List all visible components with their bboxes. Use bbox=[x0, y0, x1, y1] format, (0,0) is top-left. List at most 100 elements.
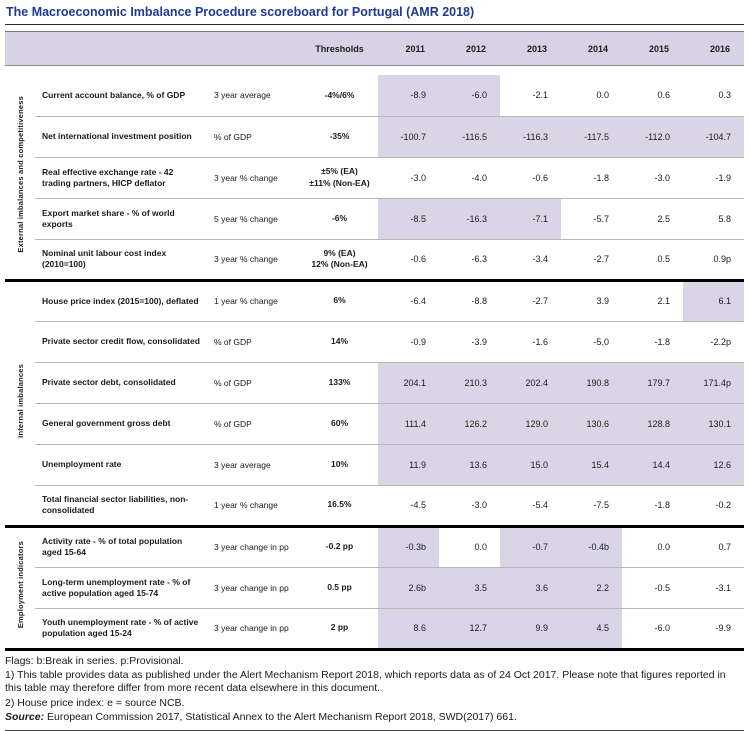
table-row: Internal imbalances House price index (20… bbox=[5, 278, 744, 526]
value-2013: -1.6 bbox=[500, 320, 561, 362]
page-title: The Macroeconomic Imbalance Procedure sc… bbox=[5, 3, 744, 25]
value-2011: 204.1 bbox=[378, 361, 439, 403]
indicator-threshold: -35% bbox=[301, 115, 378, 157]
indicator-unit: 3 year average bbox=[206, 443, 301, 485]
indicator-threshold: 10% bbox=[301, 443, 378, 485]
value-2012: -8.8 bbox=[439, 278, 500, 321]
indicator-name: Total financial sector liabilities, non-… bbox=[35, 484, 206, 526]
value-2014: -2.7 bbox=[561, 238, 622, 280]
value-2015: 14.4 bbox=[622, 443, 683, 485]
indicator-threshold: -6% bbox=[301, 197, 378, 239]
header-row: Thresholds 2011 2012 2013 2014 2015 2016 bbox=[5, 31, 744, 66]
value-2016: -3.1 bbox=[683, 566, 744, 608]
indicator-name: Nominal unit labour cost index (2010=100… bbox=[35, 238, 206, 280]
table-row: Nominal unit labour cost index (2010=100… bbox=[5, 238, 744, 280]
column-header-year-2013: 2013 bbox=[500, 31, 561, 66]
indicator-threshold: 16.5% bbox=[301, 484, 378, 526]
table-row: Export market share - % of world exports… bbox=[5, 197, 744, 239]
header-empty-group bbox=[5, 31, 35, 66]
indicator-unit: % of GDP bbox=[206, 115, 301, 157]
footnotes: Flags: b:Break in series. p:Provisional.… bbox=[5, 655, 744, 731]
table-row: Real effective exchange rate - 42 tradin… bbox=[5, 156, 744, 198]
indicator-unit: 1 year % change bbox=[206, 278, 301, 321]
value-2011: -4.5 bbox=[378, 484, 439, 526]
value-2015: -6.0 bbox=[622, 607, 683, 649]
value-2015: 2.1 bbox=[622, 278, 683, 321]
value-2012: -4.0 bbox=[439, 156, 500, 198]
value-2016: -2.2p bbox=[683, 320, 744, 362]
value-2014: 15.4 bbox=[561, 443, 622, 485]
source-note: Source: European Commission 2017, Statis… bbox=[5, 711, 744, 724]
value-2012: -6.3 bbox=[439, 238, 500, 280]
table-row: External imbalances and competitiveness C… bbox=[5, 75, 744, 280]
value-2012: -3.0 bbox=[439, 484, 500, 526]
indicator-name: Export market share - % of world exports bbox=[35, 197, 206, 239]
indicator-threshold: 133% bbox=[301, 361, 378, 403]
indicator-unit: 3 year change in pp bbox=[206, 524, 301, 567]
indicator-threshold: 9% (EA) 12% (Non-EA) bbox=[301, 238, 378, 280]
header-gap-row bbox=[5, 65, 744, 75]
source-text: European Commission 2017, Statistical An… bbox=[44, 711, 517, 724]
value-2013: -3.4 bbox=[500, 238, 561, 280]
value-2012: -6.0 bbox=[439, 75, 500, 116]
indicator-unit: 3 year change in pp bbox=[206, 566, 301, 608]
indicator-unit: % of GDP bbox=[206, 402, 301, 444]
value-2015: 0.0 bbox=[622, 524, 683, 567]
value-2011: -8.5 bbox=[378, 197, 439, 239]
header-empty-unit bbox=[206, 31, 301, 66]
group-label-cell: Employment indicators bbox=[5, 524, 35, 649]
value-2016: -0.2 bbox=[683, 484, 744, 526]
value-2016: 12.6 bbox=[683, 443, 744, 485]
value-2011: -0.6 bbox=[378, 238, 439, 280]
value-2014: 2.2 bbox=[561, 566, 622, 608]
value-2016: 171.4p bbox=[683, 361, 744, 403]
indicator-name: Real effective exchange rate - 42 tradin… bbox=[35, 156, 206, 198]
indicator-unit: 1 year % change bbox=[206, 484, 301, 526]
indicator-name: General government gross debt bbox=[35, 402, 206, 444]
column-header-year-2016: 2016 bbox=[683, 31, 744, 66]
value-2014: -117.5 bbox=[561, 115, 622, 157]
value-2012: 210.3 bbox=[439, 361, 500, 403]
indicator-name: Private sector debt, consolidated bbox=[35, 361, 206, 403]
group-label: Employment indicators bbox=[15, 541, 25, 629]
value-2012: 126.2 bbox=[439, 402, 500, 444]
value-2015: -1.8 bbox=[622, 484, 683, 526]
indicator-unit: 3 year % change bbox=[206, 238, 301, 280]
indicator-name: Unemployment rate bbox=[35, 443, 206, 485]
value-2011: -0.9 bbox=[378, 320, 439, 362]
value-2016: 0.3 bbox=[718, 90, 731, 101]
value-2012: 12.7 bbox=[439, 607, 500, 649]
group-label-cell: External imbalances and competitiveness bbox=[5, 75, 35, 280]
value-2012: 13.6 bbox=[439, 443, 500, 485]
value-2016: 6.1 bbox=[683, 278, 744, 321]
table-row: Youth unemployment rate - % of active po… bbox=[5, 607, 744, 649]
indicator-name: Long-term unemployment rate - % of activ… bbox=[35, 566, 206, 608]
indicator-threshold: 14% bbox=[301, 320, 378, 362]
value-2014: 3.9 bbox=[561, 278, 622, 321]
note-2: 2) House price index: e = source NCB. bbox=[5, 696, 185, 709]
indicator-name: House price index (2015=100), deflated bbox=[35, 278, 206, 321]
value-2014: 190.8 bbox=[561, 361, 622, 403]
scoreboard-body: External imbalances and competitiveness C… bbox=[5, 65, 744, 649]
value-2012: -16.3 bbox=[439, 197, 500, 239]
flags-note: Flags: b:Break in series. p:Provisional. bbox=[5, 654, 184, 667]
table-row: Employment indicators Activity rate - % o… bbox=[5, 524, 744, 649]
indicator-threshold: -4%/6% bbox=[324, 89, 355, 100]
value-2013: -0.6 bbox=[500, 156, 561, 198]
table-row: Private sector debt, consolidated% of GD… bbox=[5, 361, 744, 403]
value-2016: 5.8 bbox=[683, 197, 744, 239]
header-gap-cell bbox=[5, 65, 744, 75]
table-row: Unemployment rate 3 year average 10% 11.9 13… bbox=[5, 443, 744, 485]
indicator-unit: 3 year change in pp bbox=[206, 607, 301, 649]
column-header-year-2012: 2012 bbox=[439, 31, 500, 66]
value-2016: 130.1 bbox=[683, 402, 744, 444]
indicator-name: Private sector credit flow, consolidated bbox=[35, 320, 206, 362]
value-2014: -0.4b bbox=[561, 524, 622, 567]
table-row: Private sector credit flow, consolidated… bbox=[5, 320, 744, 362]
indicator-name: Net international investment position bbox=[35, 115, 206, 157]
value-2016: -1.9 bbox=[683, 156, 744, 198]
value-2015: 2.5 bbox=[622, 197, 683, 239]
indicator-name: Current account balance, % of GDP bbox=[42, 89, 186, 100]
table-row: General government gross debt% of GDP 60%… bbox=[5, 402, 744, 444]
column-header-thresholds: Thresholds bbox=[301, 31, 378, 66]
